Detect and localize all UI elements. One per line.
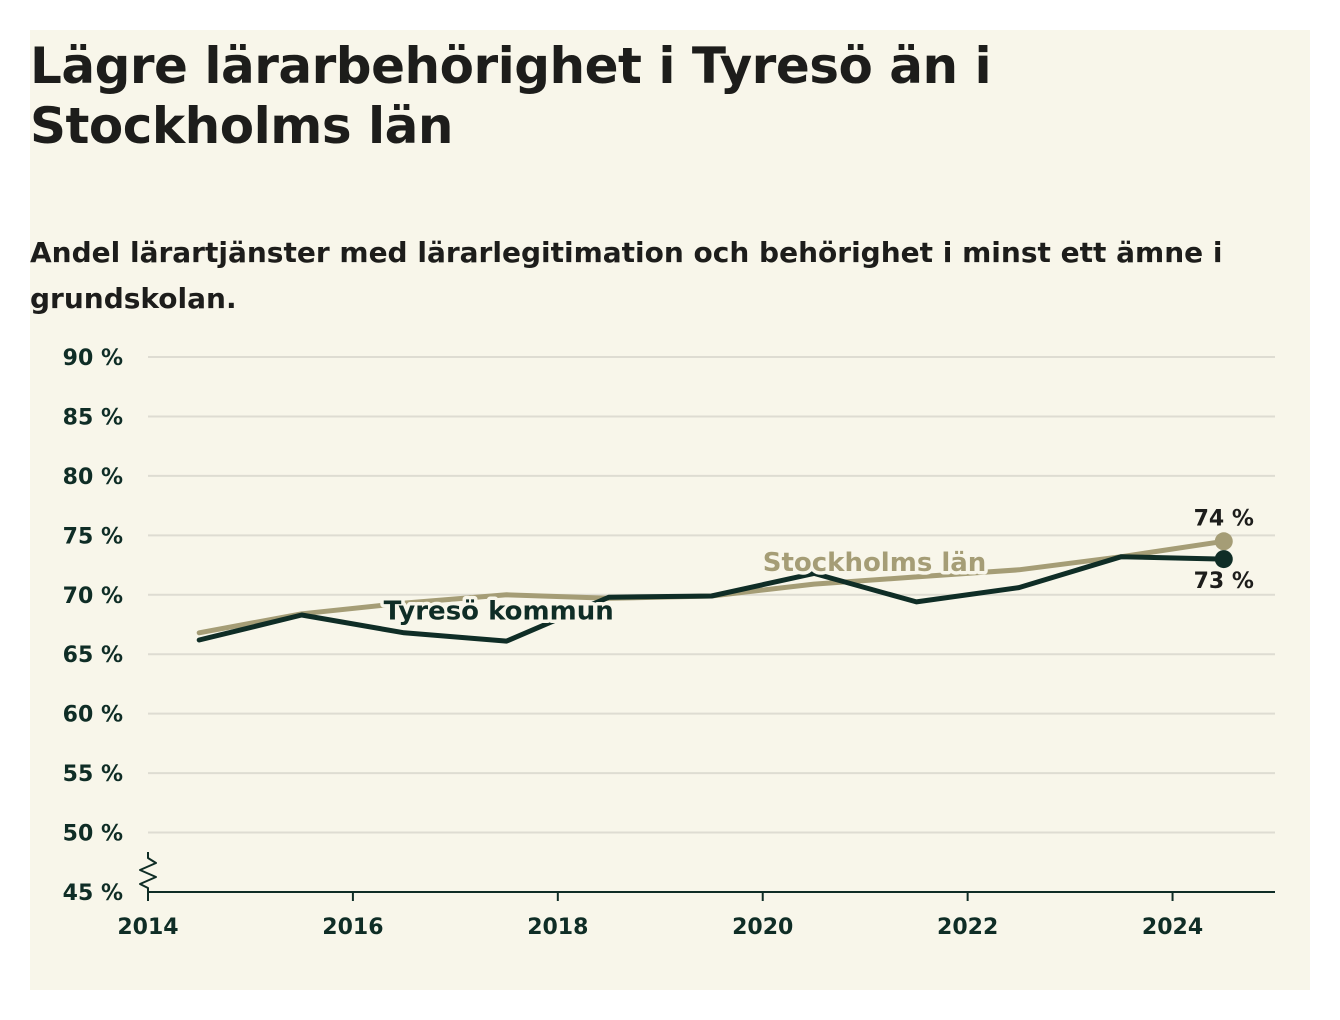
y-tick-label-45: 45 % bbox=[63, 881, 123, 906]
y-tick-label-90: 90 % bbox=[63, 346, 123, 371]
chart-panel bbox=[30, 30, 1310, 990]
y-tick-label-55: 55 % bbox=[63, 762, 123, 787]
chart-title: Lägre lärarbehörighet i Tyresö än i Stoc… bbox=[30, 37, 992, 155]
series-end-point-0 bbox=[1214, 532, 1233, 551]
x-tick-label-2022: 2022 bbox=[937, 915, 998, 940]
x-tick-label-2014: 2014 bbox=[117, 915, 178, 940]
series-end-label-1: 73 % bbox=[1194, 569, 1254, 594]
chart-subtitle: Andel lärartjänster med lärarlegitimatio… bbox=[30, 236, 1223, 315]
series-line-1 bbox=[196, 554, 1227, 644]
series-label-1: Tyresö kommun bbox=[384, 597, 614, 627]
y-tick-label-70: 70 % bbox=[63, 584, 123, 609]
x-tick-label-2024: 2024 bbox=[1142, 915, 1203, 940]
series-label-0: Stockholms län bbox=[763, 548, 987, 578]
y-tick-label-75: 75 % bbox=[63, 524, 123, 549]
series-end-point-1 bbox=[1214, 550, 1233, 569]
y-tick-label-50: 50 % bbox=[63, 822, 123, 847]
x-tick-label-2016: 2016 bbox=[322, 915, 383, 940]
x-tick-label-2020: 2020 bbox=[732, 915, 793, 940]
y-axis-break-icon bbox=[139, 852, 157, 892]
y-tick-label-80: 80 % bbox=[63, 465, 123, 490]
y-tick-label-60: 60 % bbox=[63, 703, 123, 728]
x-tick-label-2018: 2018 bbox=[527, 915, 588, 940]
series-line-0 bbox=[196, 538, 1227, 636]
series-end-label-0: 74 % bbox=[1194, 506, 1254, 531]
y-tick-label-65: 65 % bbox=[63, 643, 123, 668]
y-tick-label-85: 85 % bbox=[63, 405, 123, 430]
